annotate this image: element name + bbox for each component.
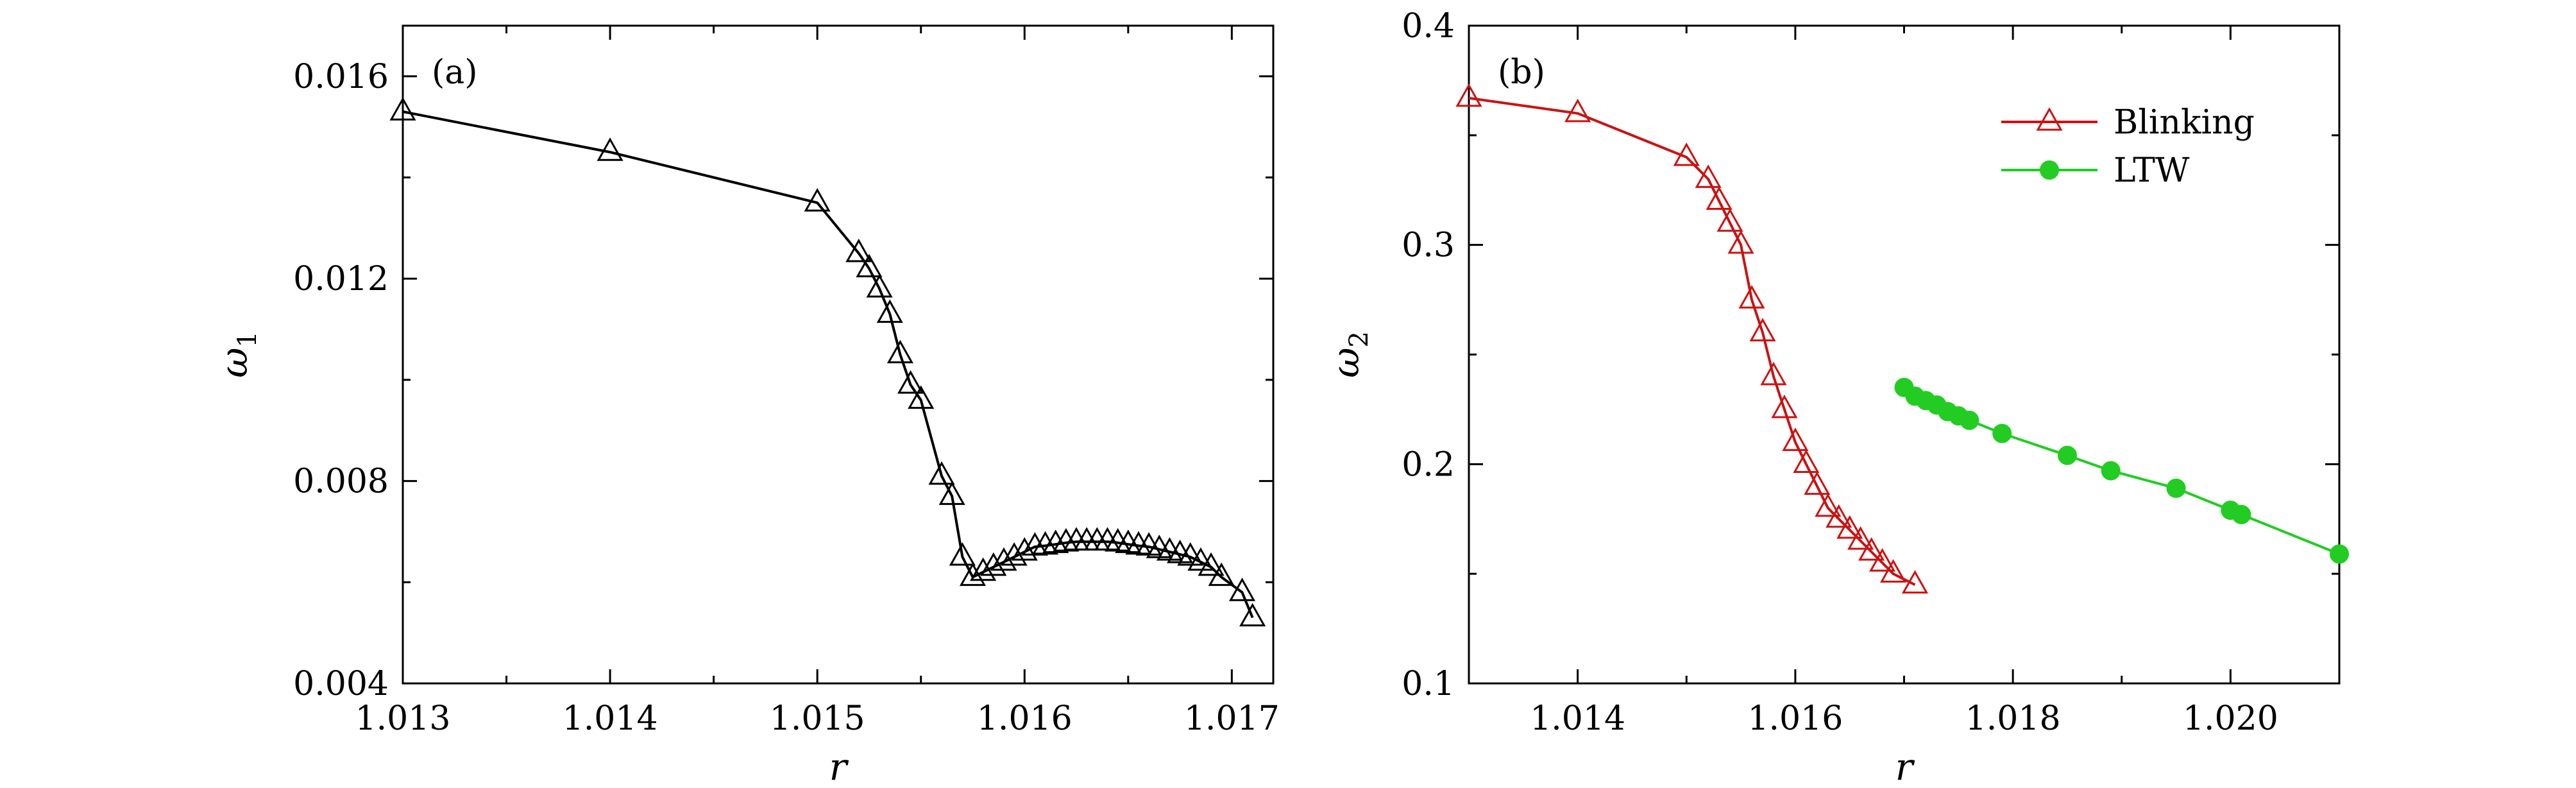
data-point [2101, 461, 2121, 481]
data-point [949, 542, 976, 566]
data-point [1879, 559, 1907, 583]
data-point [1208, 562, 1235, 587]
data-point [804, 188, 831, 212]
y-tick-label: 0.2 [1402, 445, 1455, 484]
data-point [1177, 542, 1204, 566]
x-tick-label: 1.013 [355, 699, 451, 738]
data-point [1011, 537, 1038, 561]
data-point [1727, 230, 1754, 254]
data-point [938, 481, 965, 505]
data-point [1455, 83, 1482, 107]
y-tick-label: 0.3 [1402, 227, 1455, 265]
data-point [845, 238, 872, 262]
y-tick-label: 0.012 [293, 260, 389, 298]
data-point [1187, 547, 1214, 571]
y-tick-label: 0.008 [293, 463, 389, 501]
data-point [597, 137, 623, 161]
panel-label: (a) [432, 53, 478, 92]
data-point [1901, 570, 1929, 594]
data-point [2166, 478, 2186, 498]
data-point [1032, 531, 1059, 555]
data-point [908, 385, 935, 409]
legend-marker [2040, 160, 2059, 180]
x-tick-label: 1.016 [977, 699, 1072, 738]
data-point [1869, 548, 1896, 572]
data-point [1847, 526, 1874, 550]
data-point [1782, 427, 1809, 451]
data-point [980, 552, 1007, 576]
data-point [886, 339, 913, 364]
legend-label: Blinking [2114, 103, 2255, 142]
data-point [897, 370, 924, 394]
data-point [2057, 445, 2077, 465]
data-point [1706, 186, 1733, 210]
data-point [1992, 424, 2012, 443]
data-point [1001, 542, 1028, 566]
data-point [1738, 285, 1765, 309]
data-point [1228, 578, 1256, 601]
panel-label: (b) [1498, 53, 1545, 92]
panel-b-chart: 1.014 1.016 1.018 1.020 0.1 0.2 0.3 0.4 r ω2 (b) Bl… [1324, 7, 2349, 788]
x-axis-title: r [829, 745, 849, 788]
data-point [2232, 504, 2251, 524]
legend-label: LTW [2114, 151, 2190, 190]
data-point [1042, 529, 1069, 553]
data-point [2330, 544, 2349, 564]
y-axis-title: ω2 [1324, 331, 1374, 378]
data-point [1760, 361, 1787, 386]
data-point [1053, 527, 1080, 552]
data-point [1673, 142, 1700, 166]
data-point [928, 461, 955, 485]
data-point [1804, 471, 1831, 495]
data-point [389, 97, 416, 121]
data-point [1198, 552, 1224, 576]
data-point [1021, 532, 1049, 556]
data-point [1793, 449, 1820, 473]
x-tick-label: 1.014 [563, 699, 658, 738]
panel-a-chart: 1.013 1.014 1.015 1.016 1.017 0.004 0.008 0.012… [212, 24, 1280, 788]
data-point [990, 547, 1017, 571]
data-point [866, 274, 893, 298]
data-point [959, 562, 987, 587]
legend-marker [2036, 107, 2063, 131]
x-tick-label: 1.020 [2183, 699, 2278, 738]
y-tick-label: 0.1 [1402, 665, 1455, 703]
data-point [1564, 98, 1591, 123]
y-tick-label: 0.016 [293, 58, 389, 96]
data-point [1815, 493, 1842, 517]
data-point [856, 253, 883, 278]
x-tick-label: 1.015 [770, 699, 865, 738]
data-point [1716, 208, 1743, 232]
x-tick-label: 1.016 [1747, 699, 1843, 738]
data-point [876, 299, 903, 323]
data-point [1960, 411, 1979, 430]
data-point [1858, 537, 1885, 561]
x-tick-label: 1.014 [1530, 699, 1625, 738]
x-tick-label: 1.017 [1184, 699, 1280, 738]
x-tick-label: 1.018 [1965, 699, 2061, 738]
data-point [1749, 318, 1776, 341]
y-axis-title: ω1 [212, 331, 262, 378]
x-axis-title: r [1895, 745, 1915, 788]
plot-frame [402, 24, 1275, 685]
data-point [1239, 603, 1266, 627]
data-point [970, 557, 997, 581]
data-point [1836, 515, 1863, 539]
data-point [1826, 504, 1852, 528]
series-line [1468, 96, 1916, 587]
series-line [402, 110, 1254, 619]
y-tick-label: 0.4 [1402, 7, 1455, 46]
y-tick-label: 0.004 [293, 665, 389, 703]
data-point [1695, 164, 1722, 188]
data-point [1771, 395, 1798, 418]
